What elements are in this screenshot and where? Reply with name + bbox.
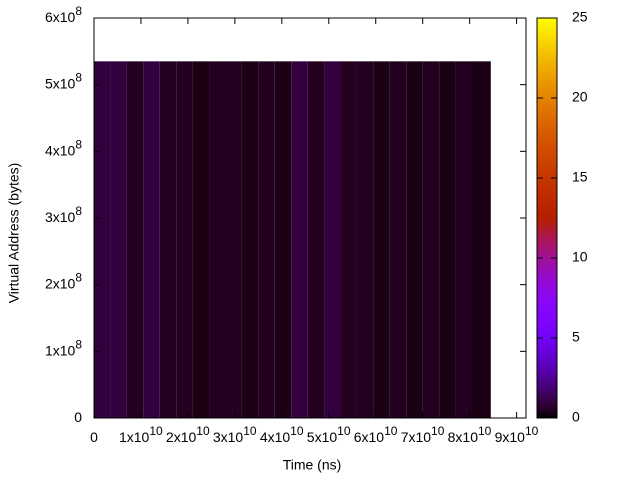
x-tick-label: 5x1010 [307,424,351,445]
y-tick-label: 2x108 [45,271,82,292]
heatmap-cell [94,61,111,418]
tick-label-base: 5x10 [45,75,76,91]
tick-label-base: 2x10 [45,275,76,291]
tick-label-base: 7x10 [401,429,432,445]
tick-label-base: 4x10 [260,429,291,445]
heatmap-cell [192,61,210,418]
tick-label-exponent: 10 [196,424,210,438]
x-tick-label: 0 [90,429,98,445]
colorbar [537,18,557,418]
y-tick-label: 6x108 [45,4,82,25]
tick-label-base: 5x10 [307,429,338,445]
heatmap-cell [159,61,177,418]
tick-label-exponent: 10 [384,424,398,438]
x-tick-label: 7x1010 [401,424,445,445]
heatmap-cell [439,61,456,418]
heatmap-cell [356,61,374,418]
heatmap-cell [110,61,127,418]
heatmap-cell [143,61,160,418]
tick-label-exponent: 8 [75,271,82,285]
heatmap-cell [225,61,242,418]
heatmap-cell [307,61,325,418]
x-tick-label: 4x1010 [260,424,304,445]
tick-label-base: 0 [74,409,82,425]
tick-label-base: 0 [90,429,98,445]
tick-label-exponent: 10 [525,424,539,438]
x-axis-label: Time (ns) [283,457,342,473]
x-tick-label: 6x1010 [354,424,398,445]
tick-label-exponent: 8 [75,71,82,85]
colorbar-tick-label: 25 [572,9,588,25]
heatmap-cell [241,61,259,418]
colorbar-tick-label: 10 [572,249,588,265]
colorbar-tick-label: 0 [572,409,580,425]
x-tick-label: 8x1010 [448,424,492,445]
x-tick-label: 2x1010 [166,424,210,445]
tick-label-base: 1x10 [45,342,76,358]
colorbar-frame [536,17,558,419]
x-tick-label: 3x1010 [213,424,257,445]
x-tick-label: 1x1010 [119,424,163,445]
tick-label-base: 2x10 [166,429,197,445]
colorbar-tick-label: 15 [572,169,588,185]
colorbar-tick-label: 5 [572,329,580,345]
tick-label-exponent: 8 [75,204,82,218]
y-tick-label: 3x108 [45,204,82,225]
tick-label-exponent: 10 [337,424,351,438]
tick-label-base: 3x10 [45,209,76,225]
tick-label-base: 8x10 [448,429,479,445]
tick-label-base: 3x10 [213,429,244,445]
tick-label-exponent: 8 [75,4,82,18]
tick-label-exponent: 10 [149,424,163,438]
tick-label-exponent: 10 [478,424,492,438]
tick-label-base: 9x10 [495,429,526,445]
tick-label-exponent: 8 [75,338,82,352]
tick-label-base: 6x10 [45,9,76,25]
heatmap-cell [291,61,308,418]
y-axis-label: Virtual Address (bytes) [6,163,22,304]
tick-label-exponent: 10 [290,424,304,438]
tick-label-exponent: 10 [243,424,257,438]
tick-label-exponent: 8 [75,138,82,152]
heatmap-cell [274,61,292,418]
tick-label-base: 1x10 [119,429,150,445]
heatmap-cell [455,61,472,418]
heatmap-cell [340,61,357,418]
y-tick-label: 5x108 [45,71,82,92]
y-tick-label: 1x108 [45,338,82,359]
tick-label-exponent: 10 [431,424,445,438]
x-tick-label: 9x1010 [495,424,539,445]
tick-label-base: 4x10 [45,142,76,158]
heatmap-cell [209,61,226,418]
tick-label-base: 6x10 [354,429,385,445]
y-tick-label: 4x108 [45,138,82,159]
heatmap-cell [472,61,491,418]
colorbar-tick-label: 20 [572,89,588,105]
heatmap-cell [258,61,275,418]
heatmap-cell [389,61,407,418]
y-tick-label: 0 [74,409,82,425]
heatmap-cell [176,61,193,418]
heatmap-cell [126,61,144,418]
heatmap-cell [373,61,390,418]
heatmap-cell [422,61,440,418]
heatmap-cell [324,61,341,418]
heatmap-cell [406,61,423,418]
